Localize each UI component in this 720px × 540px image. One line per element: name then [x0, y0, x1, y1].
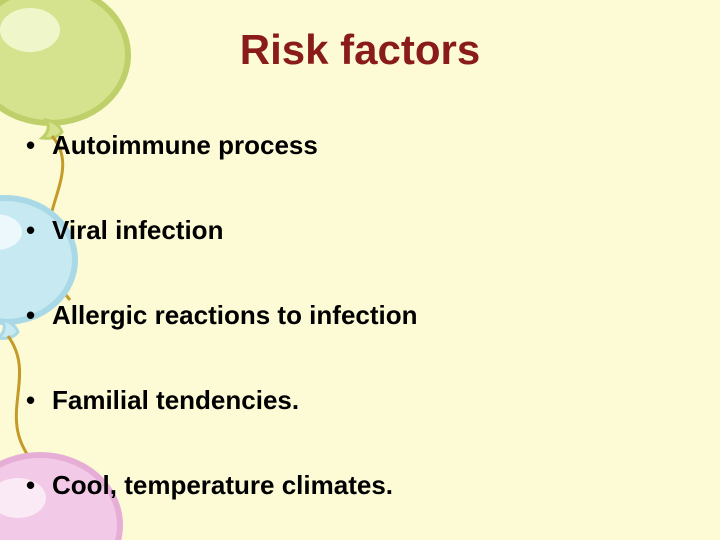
bullet-text: Viral infection	[52, 215, 684, 246]
bullet-text: Familial tendencies.	[52, 385, 684, 416]
bullet-item: •Cool, temperature climates.	[24, 470, 684, 501]
bullet-list: •Autoimmune process•Viral infection•Alle…	[24, 130, 684, 501]
bullet-dot-icon: •	[24, 470, 52, 501]
bullet-dot-icon: •	[24, 300, 52, 331]
bullet-item: •Allergic reactions to infection	[24, 300, 684, 331]
slide-title: Risk factors	[0, 26, 720, 74]
bullet-dot-icon: •	[24, 385, 52, 416]
bullet-item: •Autoimmune process	[24, 130, 684, 161]
bullet-text: Allergic reactions to infection	[52, 300, 684, 331]
bullet-text: Cool, temperature climates.	[52, 470, 684, 501]
bullet-item: •Viral infection	[24, 215, 684, 246]
slide: Risk factors •Autoimmune process•Viral i…	[0, 0, 720, 540]
bullet-text: Autoimmune process	[52, 130, 684, 161]
bullet-dot-icon: •	[24, 130, 52, 161]
bullet-dot-icon: •	[24, 215, 52, 246]
bullet-item: •Familial tendencies.	[24, 385, 684, 416]
